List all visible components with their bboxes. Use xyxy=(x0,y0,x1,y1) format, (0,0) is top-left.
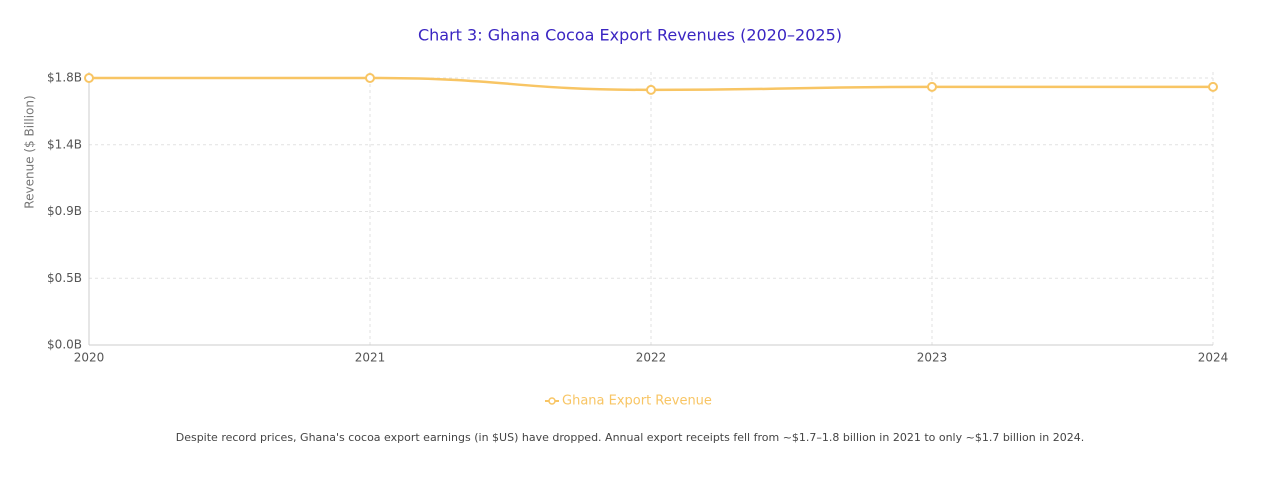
legend-marker xyxy=(548,397,556,405)
y-tick-label: $1.8B xyxy=(47,71,82,85)
chart-title: Chart 3: Ghana Cocoa Export Revenues (20… xyxy=(418,26,842,45)
x-tick-label: 2023 xyxy=(917,351,948,365)
y-tick-label: $0.5B xyxy=(47,271,82,285)
legend-label: Ghana Export Revenue xyxy=(562,394,712,409)
x-tick-label: 2022 xyxy=(636,351,667,365)
y-tick-label: $0.9B xyxy=(47,204,82,218)
point xyxy=(927,81,937,92)
point xyxy=(365,73,375,83)
point xyxy=(84,73,94,83)
y-tick-label: $0.0B xyxy=(47,338,82,352)
caption: Despite record prices, Ghana's cocoa exp… xyxy=(176,431,1085,444)
y-axis-label: Revenue ($ Billion) xyxy=(23,95,37,208)
x-tick-label: 2021 xyxy=(355,351,386,365)
point xyxy=(1208,81,1218,92)
point xyxy=(646,84,656,95)
x-tick-label: 2020 xyxy=(74,351,105,365)
x-tick-label: 2024 xyxy=(1198,351,1229,365)
y-tick-label: $1.4B xyxy=(47,137,82,151)
